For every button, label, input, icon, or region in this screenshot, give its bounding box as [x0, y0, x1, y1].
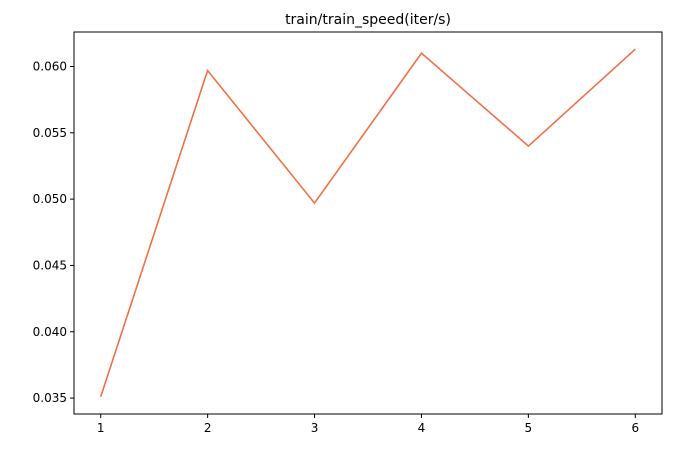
series-line-0 — [99, 48, 636, 398]
y-axis: 0.035 0.040 0.045 0.050 0.055 0.060 — [33, 59, 74, 405]
y-tick-label: 0.055 — [33, 126, 67, 140]
chart-title: train/train_speed(iter/s) — [285, 12, 451, 28]
x-tick-label: 1 — [97, 421, 105, 435]
series-group — [99, 48, 636, 398]
x-tick-label: 3 — [311, 421, 319, 435]
y-tick-label: 0.050 — [33, 192, 67, 206]
x-tick-label: 4 — [418, 421, 426, 435]
y-tick-label: 0.045 — [33, 258, 67, 272]
x-tick-label: 6 — [631, 421, 639, 435]
y-tick-label: 0.040 — [33, 325, 67, 339]
x-tick-label: 5 — [525, 421, 533, 435]
x-axis: 1 2 3 4 5 6 — [97, 414, 639, 435]
y-tick-label: 0.060 — [33, 59, 67, 73]
plot-frame — [73, 31, 663, 415]
y-tick-label: 0.035 — [33, 391, 67, 405]
x-tick-label: 2 — [204, 421, 212, 435]
